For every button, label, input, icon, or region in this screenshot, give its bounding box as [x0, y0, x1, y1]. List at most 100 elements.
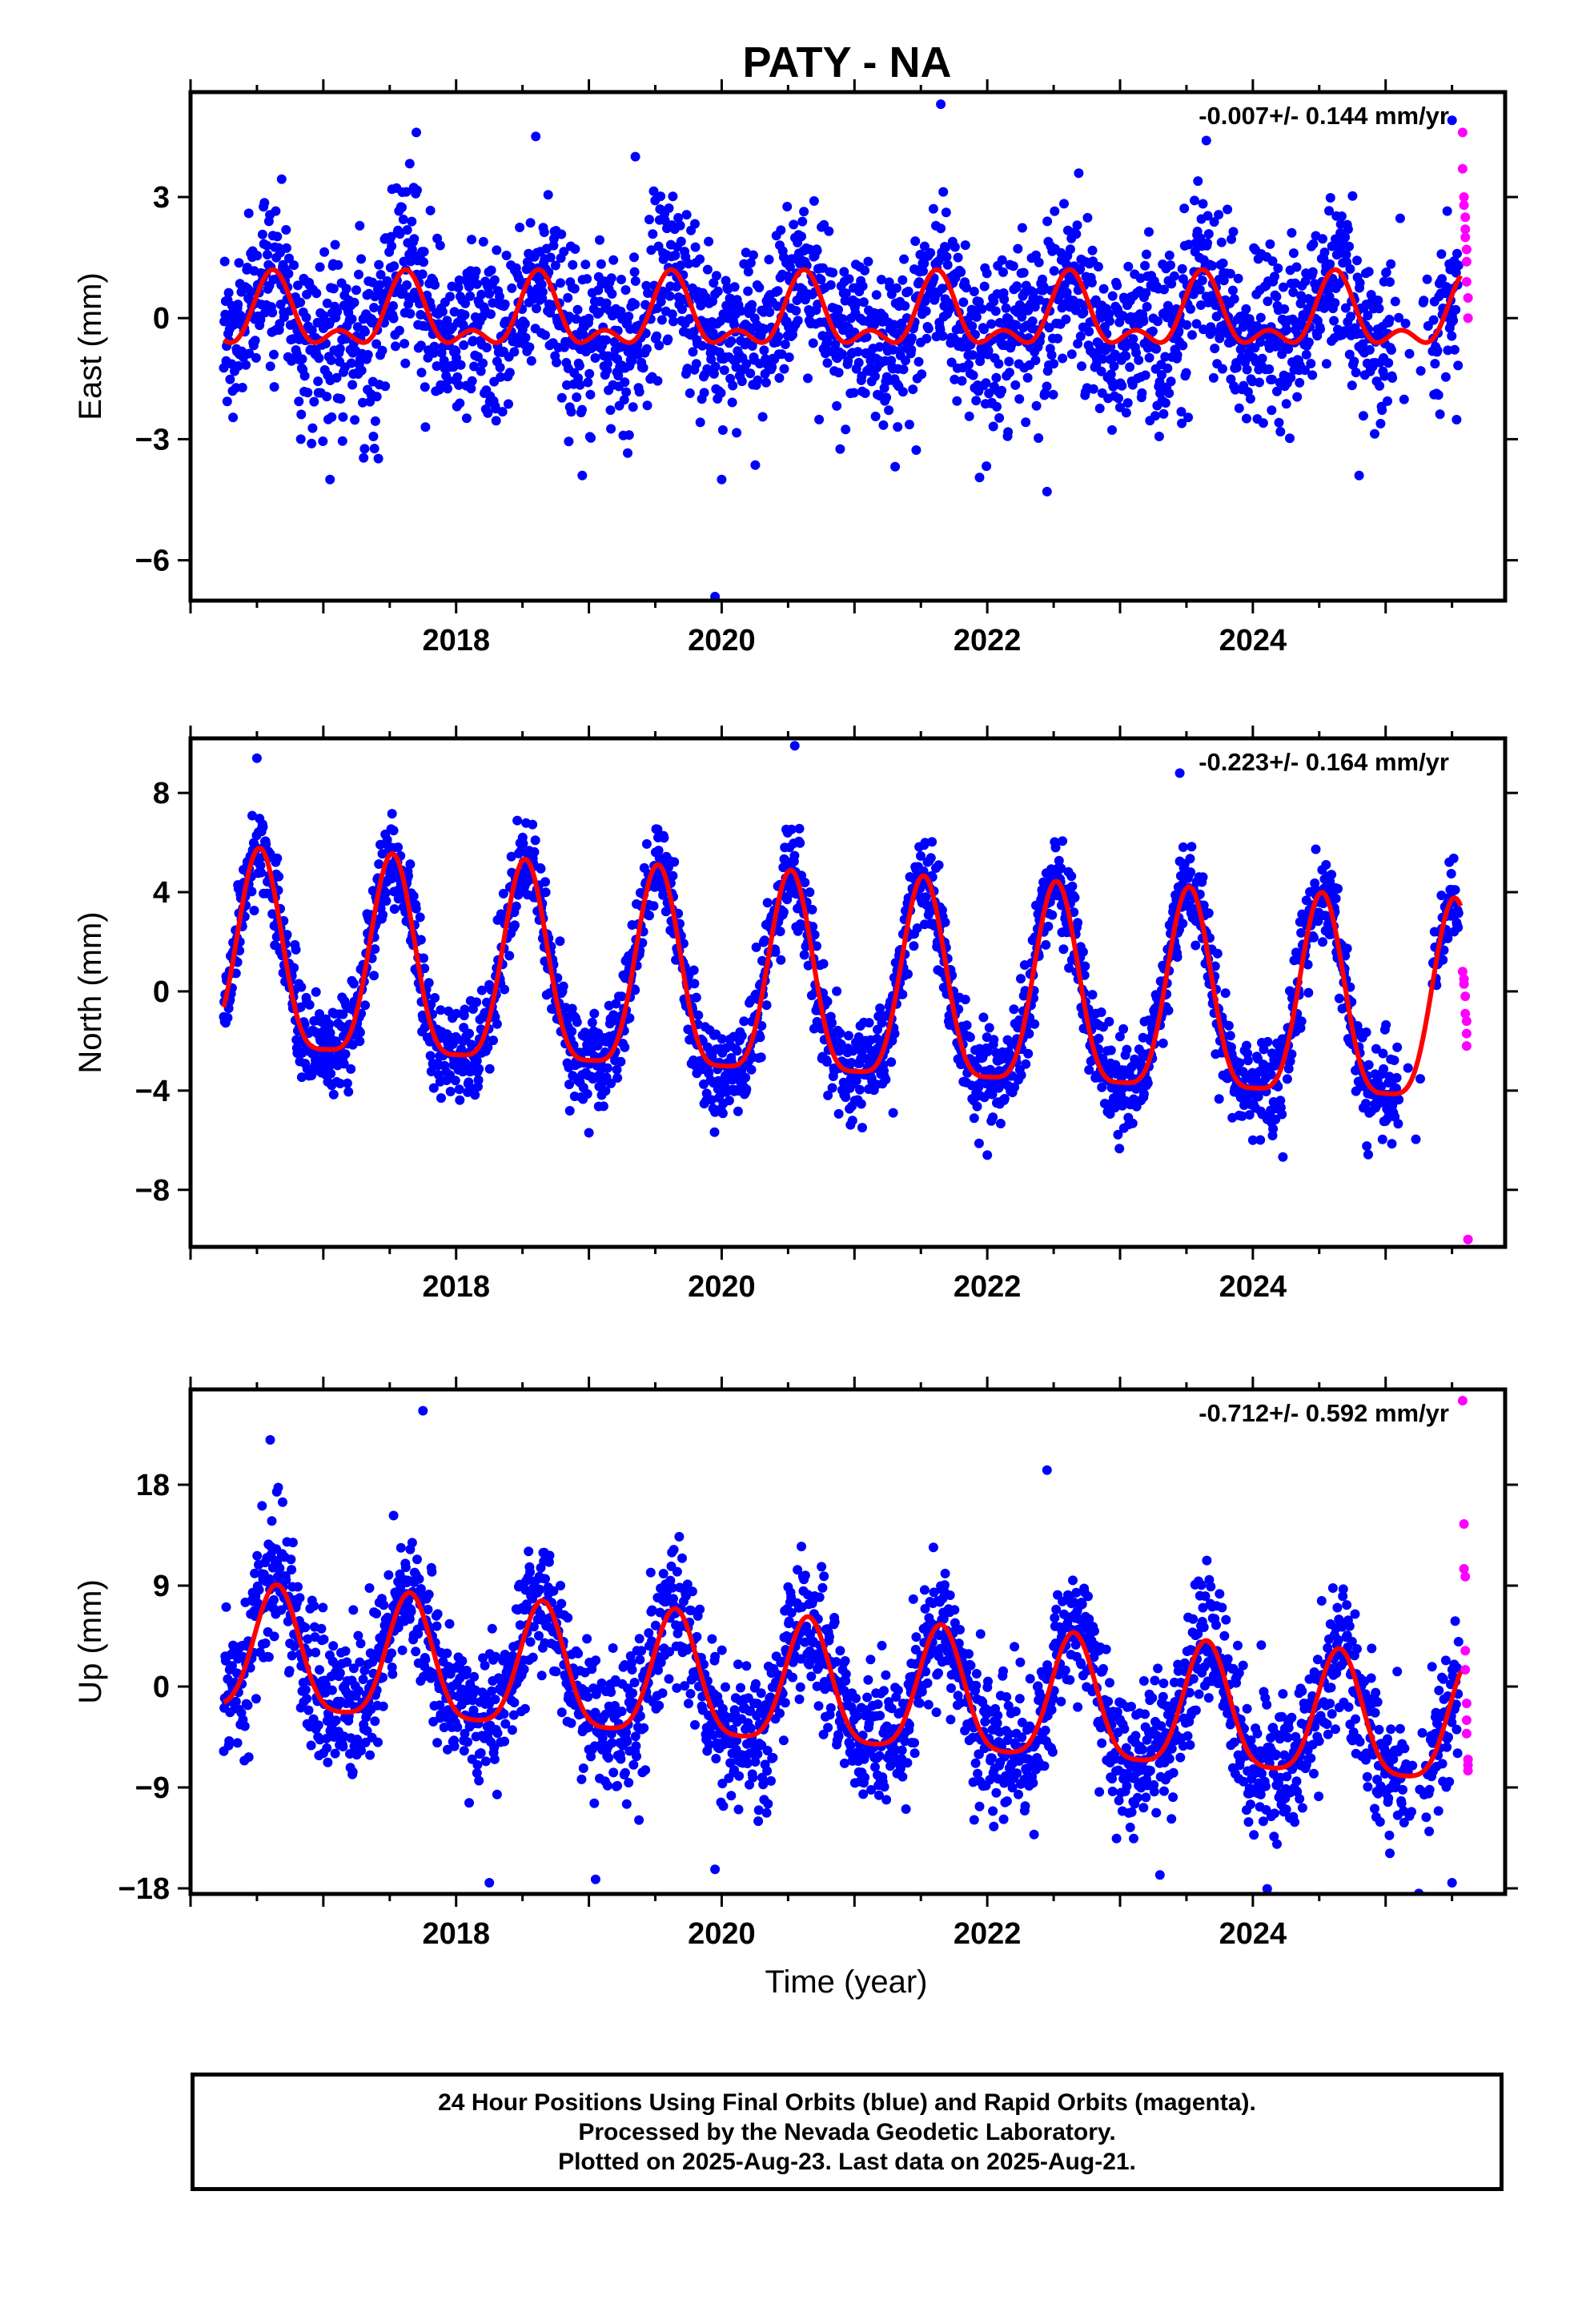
final-point — [1004, 368, 1014, 378]
final-point — [282, 930, 292, 940]
final-point — [891, 283, 901, 293]
final-point — [1164, 388, 1174, 398]
final-point — [548, 240, 559, 251]
final-point — [677, 304, 687, 315]
final-point — [1341, 250, 1351, 259]
final-point — [1118, 1023, 1129, 1034]
final-point — [582, 1089, 592, 1099]
final-point — [1296, 927, 1307, 938]
final-point — [942, 251, 952, 262]
final-point — [407, 216, 417, 227]
final-point — [1013, 243, 1023, 254]
final-point — [1041, 939, 1051, 950]
final-point — [350, 415, 360, 425]
final-point — [301, 312, 311, 323]
final-point — [400, 358, 411, 368]
final-point — [926, 247, 936, 258]
final-point — [380, 888, 391, 898]
final-point — [602, 359, 612, 369]
final-point — [355, 1036, 365, 1047]
final-point — [1097, 1082, 1107, 1092]
final-point — [466, 384, 476, 394]
final-point — [774, 373, 785, 383]
final-point — [764, 255, 774, 265]
final-point — [500, 984, 510, 995]
final-point — [1110, 1103, 1120, 1113]
rapid-point — [1463, 293, 1473, 303]
final-point — [1166, 260, 1175, 271]
final-point — [536, 863, 546, 874]
final-point — [716, 388, 726, 398]
final-point — [664, 203, 674, 213]
final-point — [1104, 308, 1114, 319]
final-point — [1433, 390, 1443, 400]
final-point — [1255, 312, 1266, 323]
final-point — [1062, 259, 1071, 269]
final-point — [327, 412, 337, 422]
final-point — [612, 1064, 622, 1075]
final-point — [322, 392, 332, 402]
final-point — [898, 364, 909, 375]
final-point — [1042, 216, 1053, 227]
final-point — [1166, 279, 1177, 289]
final-point — [1324, 292, 1335, 302]
final-point — [669, 316, 678, 327]
final-point — [347, 380, 358, 390]
final-point — [1043, 921, 1054, 931]
final-point — [912, 923, 922, 933]
final-point — [507, 283, 517, 293]
final-point — [709, 278, 719, 288]
final-point — [1065, 244, 1075, 255]
final-point — [1336, 211, 1347, 221]
final-point — [697, 340, 708, 351]
rapid-point — [1461, 256, 1472, 267]
final-point — [358, 397, 367, 408]
final-point — [1109, 361, 1119, 372]
final-point — [1258, 418, 1268, 428]
final-point — [974, 296, 984, 307]
final-point — [1257, 353, 1267, 364]
final-point — [450, 1076, 460, 1086]
final-point — [684, 259, 693, 269]
final-point — [488, 1035, 498, 1046]
final-point — [909, 941, 919, 951]
final-point — [1287, 227, 1297, 238]
final-point — [472, 1055, 482, 1066]
final-point — [669, 857, 680, 867]
final-point — [374, 859, 384, 869]
final-point — [1450, 885, 1460, 895]
final-point — [486, 265, 496, 275]
final-point — [956, 267, 966, 277]
final-point — [1325, 193, 1335, 203]
final-point — [653, 846, 664, 855]
final-point — [709, 1127, 720, 1137]
final-point — [794, 823, 805, 834]
final-point — [1198, 872, 1208, 883]
final-point — [992, 401, 1002, 412]
final-point — [1308, 239, 1319, 249]
final-point — [373, 453, 383, 464]
final-point — [746, 1064, 757, 1075]
final-point — [1127, 1118, 1138, 1128]
final-point — [888, 1108, 898, 1118]
final-point — [1442, 206, 1452, 216]
final-point — [291, 944, 301, 955]
x-tick-label: 2024 — [1219, 624, 1287, 657]
final-point — [827, 1083, 837, 1093]
final-point — [607, 289, 617, 299]
final-point — [822, 996, 833, 1007]
final-point — [1231, 363, 1242, 373]
final-point — [616, 991, 627, 1002]
final-point — [841, 424, 851, 435]
final-point — [628, 402, 638, 412]
final-point — [1008, 261, 1018, 271]
final-point — [416, 340, 426, 351]
final-point — [1453, 923, 1464, 933]
final-point — [803, 960, 813, 971]
final-point — [1107, 425, 1117, 435]
final-point — [492, 245, 502, 255]
final-point — [685, 314, 695, 324]
final-point — [1453, 260, 1464, 271]
final-point — [1395, 213, 1405, 223]
final-point — [1363, 1149, 1373, 1160]
